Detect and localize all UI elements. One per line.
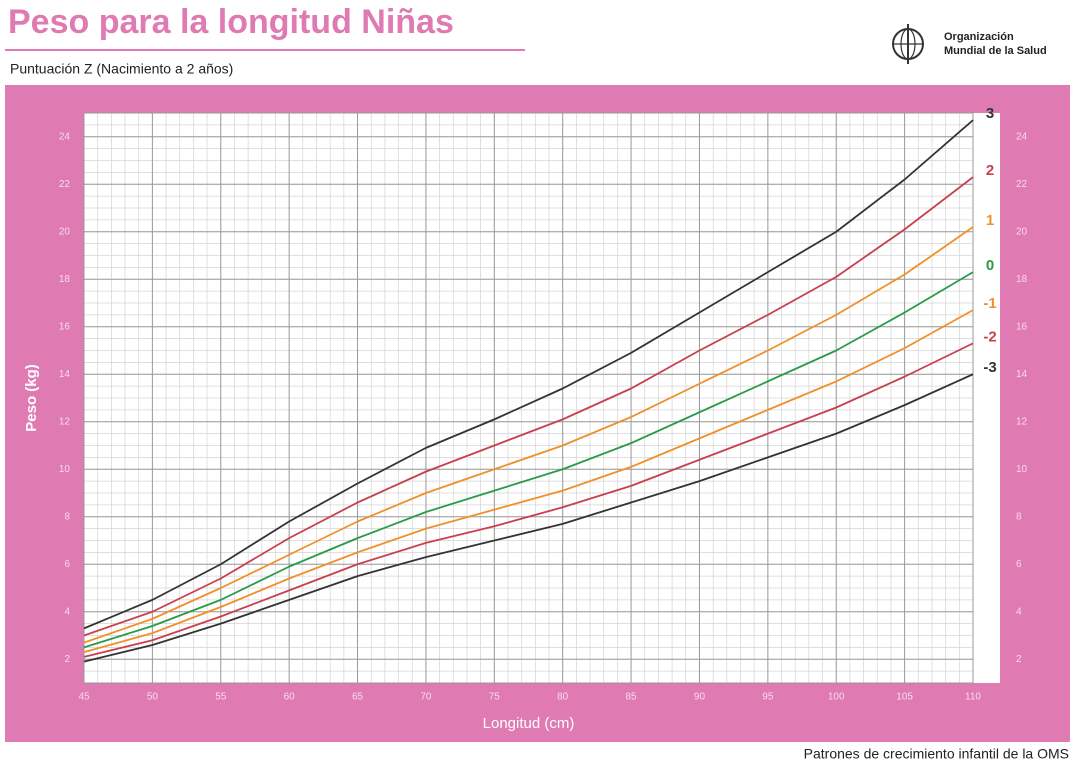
z-label: 2 [986, 162, 994, 179]
z-line [83, 373, 974, 663]
x-tick-label: 55 [215, 692, 227, 703]
y-axis-label: Peso (kg) [23, 364, 40, 432]
x-tick-label: 75 [489, 692, 501, 703]
y-tick-label-right: 6 [1016, 559, 1022, 570]
x-axis-label: Longitud (cm) [483, 715, 575, 732]
x-tick-label: 45 [78, 692, 90, 703]
logo-text: Mundial de la Salud [944, 45, 1047, 57]
z-line [83, 176, 974, 637]
y-tick-label-right: 14 [1016, 369, 1028, 380]
z-label: 3 [986, 105, 994, 122]
y-tick-label: 14 [59, 369, 71, 380]
source: Patrones de crecimiento infantil de la O… [804, 746, 1069, 762]
z-line [83, 226, 974, 644]
x-tick-label: 80 [557, 692, 569, 703]
y-tick-label: 22 [59, 179, 71, 190]
y-tick-label-right: 10 [1016, 464, 1028, 475]
y-tick-label: 8 [64, 511, 70, 522]
x-tick-label: 85 [626, 692, 638, 703]
y-tick-label-right: 22 [1016, 179, 1028, 190]
y-tick-label: 4 [64, 606, 70, 617]
z-label: 0 [986, 257, 994, 274]
y-tick-label: 6 [64, 559, 70, 570]
y-tick-label-right: 8 [1016, 511, 1022, 522]
x-tick-label: 90 [694, 692, 706, 703]
x-tick-label: 110 [965, 692, 981, 703]
z-line [83, 271, 974, 649]
y-tick-label: 24 [59, 131, 71, 142]
chart-title: Peso para la longitud Niñas [8, 3, 454, 41]
y-tick-label: 18 [59, 274, 71, 285]
y-tick-label-right: 4 [1016, 606, 1022, 617]
logo: Organización Mundial de la Salud [892, 24, 1047, 64]
x-tick-label: 70 [420, 692, 432, 703]
y-tick-label: 10 [59, 464, 71, 475]
y-tick-label: 2 [64, 654, 70, 665]
x-tick-label: 60 [284, 692, 296, 703]
y-tick-label-right: 2 [1016, 654, 1022, 665]
z-line [83, 119, 974, 630]
logo-text: Organización [944, 31, 1014, 43]
z-line [83, 342, 974, 658]
z-label: 1 [986, 212, 994, 229]
y-tick-label-right: 16 [1016, 321, 1028, 332]
y-tick-label: 16 [59, 321, 71, 332]
z-label: -2 [983, 328, 996, 345]
y-tick-label-right: 18 [1016, 274, 1028, 285]
x-tick-label: 105 [896, 692, 913, 703]
x-tick-label: 65 [352, 692, 364, 703]
x-tick-label: 50 [147, 692, 159, 703]
z-label: -1 [983, 295, 996, 312]
y-tick-label-right: 24 [1016, 131, 1028, 142]
z-line [83, 309, 974, 653]
x-tick-label: 100 [828, 692, 845, 703]
subtitle: Puntuación Z (Nacimiento a 2 años) [10, 61, 233, 77]
z-label: -3 [983, 359, 996, 376]
y-tick-label-right: 12 [1016, 416, 1028, 427]
y-tick-label: 12 [59, 416, 71, 427]
y-tick-label: 20 [59, 226, 71, 237]
x-tick-label: 95 [762, 692, 774, 703]
plot-frame [83, 112, 974, 684]
y-tick-label-right: 20 [1016, 226, 1028, 237]
